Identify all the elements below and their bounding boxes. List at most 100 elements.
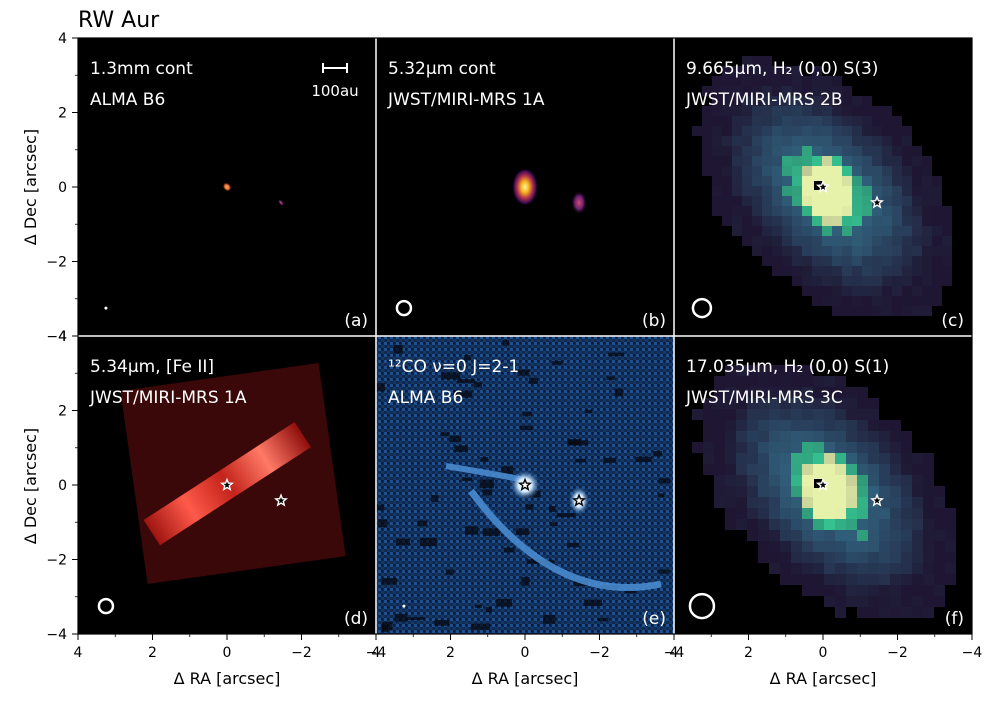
map-pixel xyxy=(832,286,842,296)
map-pixel xyxy=(722,86,732,96)
x-tick-label: 0 xyxy=(223,645,232,661)
map-pixel xyxy=(802,398,813,409)
map-pixel xyxy=(912,306,922,316)
map-pixel xyxy=(792,266,802,276)
map-pixel xyxy=(857,453,868,464)
map-pixel xyxy=(752,116,762,126)
map-pixel xyxy=(736,508,747,519)
map-pixel xyxy=(824,596,835,607)
map-pixel xyxy=(832,306,842,316)
map-pixel xyxy=(772,196,782,206)
map-pixel xyxy=(902,136,912,146)
map-pixel xyxy=(835,464,846,475)
map-pixel xyxy=(758,552,769,563)
map-pixel xyxy=(792,96,802,106)
map-pixel xyxy=(846,541,857,552)
map-pixel xyxy=(725,387,736,398)
map-pixel xyxy=(832,186,842,196)
map-pixel xyxy=(780,453,791,464)
map-pixel xyxy=(792,116,802,126)
map-pixel xyxy=(868,596,879,607)
map-pixel xyxy=(912,497,923,508)
map-pixel xyxy=(769,453,780,464)
map-pixel xyxy=(725,475,736,486)
map-pixel xyxy=(780,442,791,453)
map-pixel xyxy=(714,409,725,420)
beam-ellipse xyxy=(104,306,108,310)
map-pixel xyxy=(862,236,872,246)
map-pixel xyxy=(791,442,802,453)
map-pixel xyxy=(822,266,832,276)
map-pixel xyxy=(892,236,902,246)
map-pixel xyxy=(846,585,857,596)
map-pixel xyxy=(824,486,835,497)
map-pixel xyxy=(812,266,822,276)
map-pixel xyxy=(772,226,782,236)
map-pixel xyxy=(732,96,742,106)
map-pixel xyxy=(942,256,952,266)
map-pixel xyxy=(857,486,868,497)
map-pixel xyxy=(791,530,802,541)
noise-patch xyxy=(440,432,450,436)
map-pixel xyxy=(922,286,932,296)
map-pixel xyxy=(912,206,922,216)
map-pixel xyxy=(812,126,822,136)
map-pixel xyxy=(813,519,824,530)
map-pixel xyxy=(846,475,857,486)
map-pixel xyxy=(747,530,758,541)
map-pixel xyxy=(852,96,862,106)
noise-patch xyxy=(548,505,556,513)
map-pixel xyxy=(857,607,868,618)
map-pixel xyxy=(792,106,802,116)
map-pixel xyxy=(812,66,822,76)
map-pixel xyxy=(742,226,752,236)
map-pixel xyxy=(846,431,857,442)
map-pixel xyxy=(868,530,879,541)
map-pixel xyxy=(722,216,732,226)
map-pixel xyxy=(782,246,792,256)
noise-patch xyxy=(606,376,615,381)
map-pixel xyxy=(742,166,752,176)
map-pixel xyxy=(868,464,879,475)
map-pixel xyxy=(692,442,703,453)
map-pixel xyxy=(932,206,942,216)
map-pixel xyxy=(835,420,846,431)
map-pixel xyxy=(725,398,736,409)
map-pixel xyxy=(862,196,872,206)
map-pixel xyxy=(758,519,769,530)
map-pixel xyxy=(722,166,732,176)
map-pixel xyxy=(872,226,882,236)
map-pixel xyxy=(824,420,835,431)
map-pixel xyxy=(782,126,792,136)
map-pixel xyxy=(812,256,822,266)
map-pixel xyxy=(752,246,762,256)
map-pixel xyxy=(822,196,832,206)
map-pixel xyxy=(782,266,792,276)
map-pixel xyxy=(824,431,835,442)
map-pixel xyxy=(824,497,835,508)
map-pixel xyxy=(802,552,813,563)
map-pixel xyxy=(824,453,835,464)
map-pixel xyxy=(912,530,923,541)
map-pixel xyxy=(702,116,712,126)
map-pixel xyxy=(742,146,752,156)
map-pixel xyxy=(772,96,782,106)
map-pixel xyxy=(923,563,934,574)
map-pixel xyxy=(862,186,872,196)
map-pixel xyxy=(802,585,813,596)
map-pixel xyxy=(762,156,772,166)
map-pixel xyxy=(872,116,882,126)
map-pixel xyxy=(802,453,813,464)
map-pixel xyxy=(902,276,912,286)
map-pixel xyxy=(742,156,752,166)
map-pixel xyxy=(782,106,792,116)
map-pixel xyxy=(780,497,791,508)
map-pixel xyxy=(902,226,912,236)
map-pixel xyxy=(842,266,852,276)
map-pixel xyxy=(912,585,923,596)
map-pixel xyxy=(923,574,934,585)
noise-patch xyxy=(526,559,543,564)
map-pixel xyxy=(832,86,842,96)
x-axis-label-2: Δ RA [arcsec] xyxy=(472,669,579,688)
noise-patch xyxy=(462,477,473,482)
